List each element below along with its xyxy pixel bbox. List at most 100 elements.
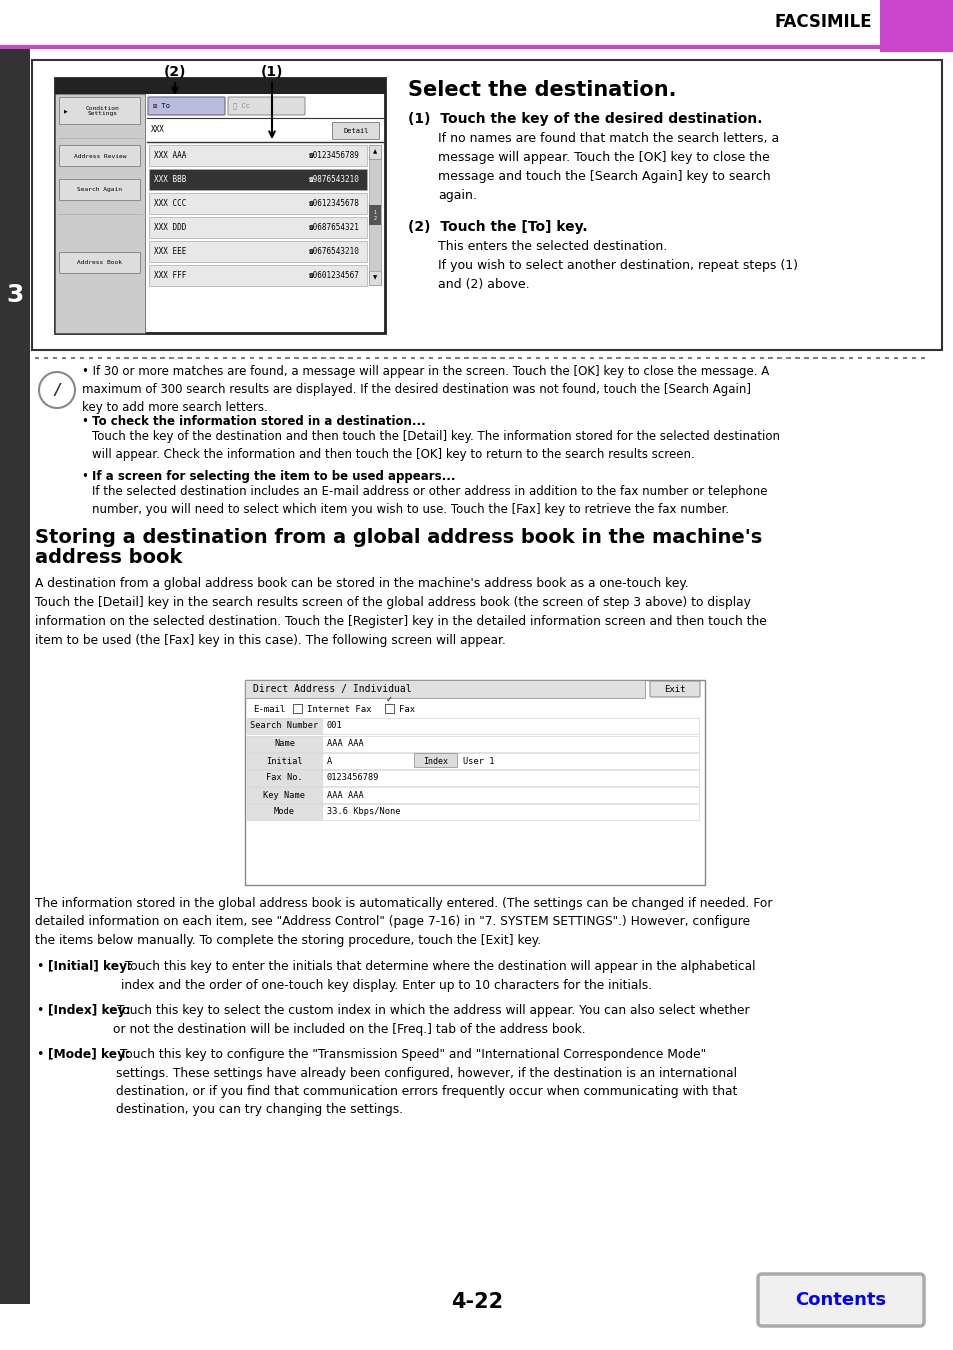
Bar xyxy=(0,0,953,45)
Text: Touch this key to configure the "Transmission Speed" and "International Correspo: Touch this key to configure the "Transmi… xyxy=(116,1048,737,1116)
Bar xyxy=(322,787,699,803)
Text: [Initial] key:: [Initial] key: xyxy=(48,960,132,973)
Bar xyxy=(32,59,941,350)
Text: This enters the selected destination.
If you wish to select another destination,: This enters the selected destination. If… xyxy=(437,240,797,292)
Bar xyxy=(149,144,367,166)
Bar xyxy=(322,736,699,752)
Text: Condition
Settings: Condition Settings xyxy=(86,105,120,116)
FancyBboxPatch shape xyxy=(228,97,305,115)
FancyBboxPatch shape xyxy=(59,97,140,124)
Text: 2: 2 xyxy=(373,216,376,221)
Text: Search Number: Search Number xyxy=(250,721,318,730)
Text: Touch the key of the destination and then touch the [Detail] key. The informatio: Touch the key of the destination and the… xyxy=(91,431,780,460)
Text: Storing a destination from a global address book in the machine's: Storing a destination from a global addr… xyxy=(35,528,761,547)
Bar xyxy=(55,95,145,333)
Text: [Mode] key:: [Mode] key: xyxy=(48,1048,130,1061)
Bar xyxy=(322,769,699,786)
Text: Fax No.: Fax No. xyxy=(266,774,302,783)
Bar xyxy=(149,193,367,215)
Bar xyxy=(322,805,699,819)
Text: Address Review: Address Review xyxy=(73,154,126,158)
Bar xyxy=(385,703,394,713)
FancyBboxPatch shape xyxy=(59,180,140,201)
Text: AAA AAA: AAA AAA xyxy=(327,740,363,748)
Bar xyxy=(247,736,322,752)
Text: If the selected destination includes an E-mail address or other address in addit: If the selected destination includes an … xyxy=(91,485,767,516)
Text: 💾 Cc: 💾 Cc xyxy=(233,103,250,109)
Text: Initial: Initial xyxy=(266,756,302,765)
Text: 0123456789: 0123456789 xyxy=(327,774,379,783)
Bar xyxy=(149,217,367,238)
Text: • If 30 or more matches are found, a message will appear in the screen. Touch th: • If 30 or more matches are found, a mes… xyxy=(82,364,768,414)
Text: (2)  Touch the [To] key.: (2) Touch the [To] key. xyxy=(408,220,587,234)
Bar xyxy=(245,680,704,886)
Text: XXX FFF: XXX FFF xyxy=(153,270,186,279)
Text: The information stored in the global address book is automatically entered. (The: The information stored in the global add… xyxy=(35,896,772,946)
Text: XXX DDD: XXX DDD xyxy=(153,223,186,231)
FancyBboxPatch shape xyxy=(333,123,379,139)
Bar xyxy=(149,265,367,286)
Bar xyxy=(247,753,322,769)
Text: 001: 001 xyxy=(327,721,342,730)
Text: Search Again: Search Again xyxy=(77,188,122,193)
Bar xyxy=(247,787,322,803)
Text: 3: 3 xyxy=(7,284,24,306)
Text: If no names are found that match the search letters, a
message will appear. Touc: If no names are found that match the sea… xyxy=(437,132,779,202)
Text: ☎0612345678: ☎0612345678 xyxy=(309,198,359,208)
Text: XXX BBB: XXX BBB xyxy=(153,174,186,184)
Text: •: • xyxy=(36,1048,43,1061)
FancyBboxPatch shape xyxy=(59,252,140,274)
Text: [Index] key:: [Index] key: xyxy=(48,1004,131,1017)
Text: •: • xyxy=(36,1004,43,1017)
Text: Direct Address / Individual: Direct Address / Individual xyxy=(253,684,411,694)
Bar xyxy=(369,144,380,159)
FancyBboxPatch shape xyxy=(414,753,457,768)
Bar xyxy=(369,271,380,285)
Text: /: / xyxy=(54,382,60,397)
Text: User 1: User 1 xyxy=(462,756,494,765)
Text: Name: Name xyxy=(274,740,294,748)
Text: Fax: Fax xyxy=(398,705,415,714)
Text: •: • xyxy=(82,414,92,428)
Text: ✉ To: ✉ To xyxy=(152,103,170,109)
Text: Internet Fax: Internet Fax xyxy=(307,705,371,714)
Text: Address Book: Address Book xyxy=(77,261,122,266)
Text: ☎0123456789: ☎0123456789 xyxy=(309,150,359,159)
Text: FACSIMILE: FACSIMILE xyxy=(774,14,871,31)
Text: A: A xyxy=(327,756,332,765)
Bar xyxy=(247,769,322,786)
Text: Detail: Detail xyxy=(343,128,369,134)
Bar xyxy=(0,45,953,49)
Text: Select the destination.: Select the destination. xyxy=(408,80,676,100)
Text: ▲: ▲ xyxy=(373,150,376,154)
Text: ☎0687654321: ☎0687654321 xyxy=(309,223,359,231)
Text: XXX: XXX xyxy=(151,126,165,135)
Text: ☎9876543210: ☎9876543210 xyxy=(309,174,359,184)
Text: A destination from a global address book can be stored in the machine's address : A destination from a global address book… xyxy=(35,576,766,647)
Text: (1)  Touch the key of the desired destination.: (1) Touch the key of the desired destina… xyxy=(408,112,761,126)
Text: Index: Index xyxy=(423,756,448,765)
Bar xyxy=(293,703,302,713)
Text: XXX AAA: XXX AAA xyxy=(153,150,186,159)
Bar xyxy=(247,718,322,734)
Text: •: • xyxy=(82,470,92,483)
Bar xyxy=(369,205,380,225)
Bar xyxy=(55,78,385,333)
Bar xyxy=(322,753,699,769)
Bar xyxy=(245,680,644,698)
Bar xyxy=(149,242,367,262)
Text: Exit: Exit xyxy=(663,684,685,694)
Text: XXX EEE: XXX EEE xyxy=(153,247,186,255)
Bar xyxy=(879,0,953,53)
Bar xyxy=(0,49,30,1304)
Text: Touch this key to select the custom index in which the address will appear. You : Touch this key to select the custom inde… xyxy=(112,1004,749,1035)
Circle shape xyxy=(39,373,75,408)
Text: Mode: Mode xyxy=(274,807,294,817)
Text: Contents: Contents xyxy=(795,1291,885,1310)
Bar xyxy=(247,805,322,819)
Text: •: • xyxy=(36,960,43,973)
Text: Touch this key to enter the initials that determine where the destination will a: Touch this key to enter the initials tha… xyxy=(121,960,755,991)
FancyBboxPatch shape xyxy=(758,1274,923,1326)
Text: ☎0601234567: ☎0601234567 xyxy=(309,270,359,279)
Text: To check the information stored in a destination...: To check the information stored in a des… xyxy=(91,414,425,428)
